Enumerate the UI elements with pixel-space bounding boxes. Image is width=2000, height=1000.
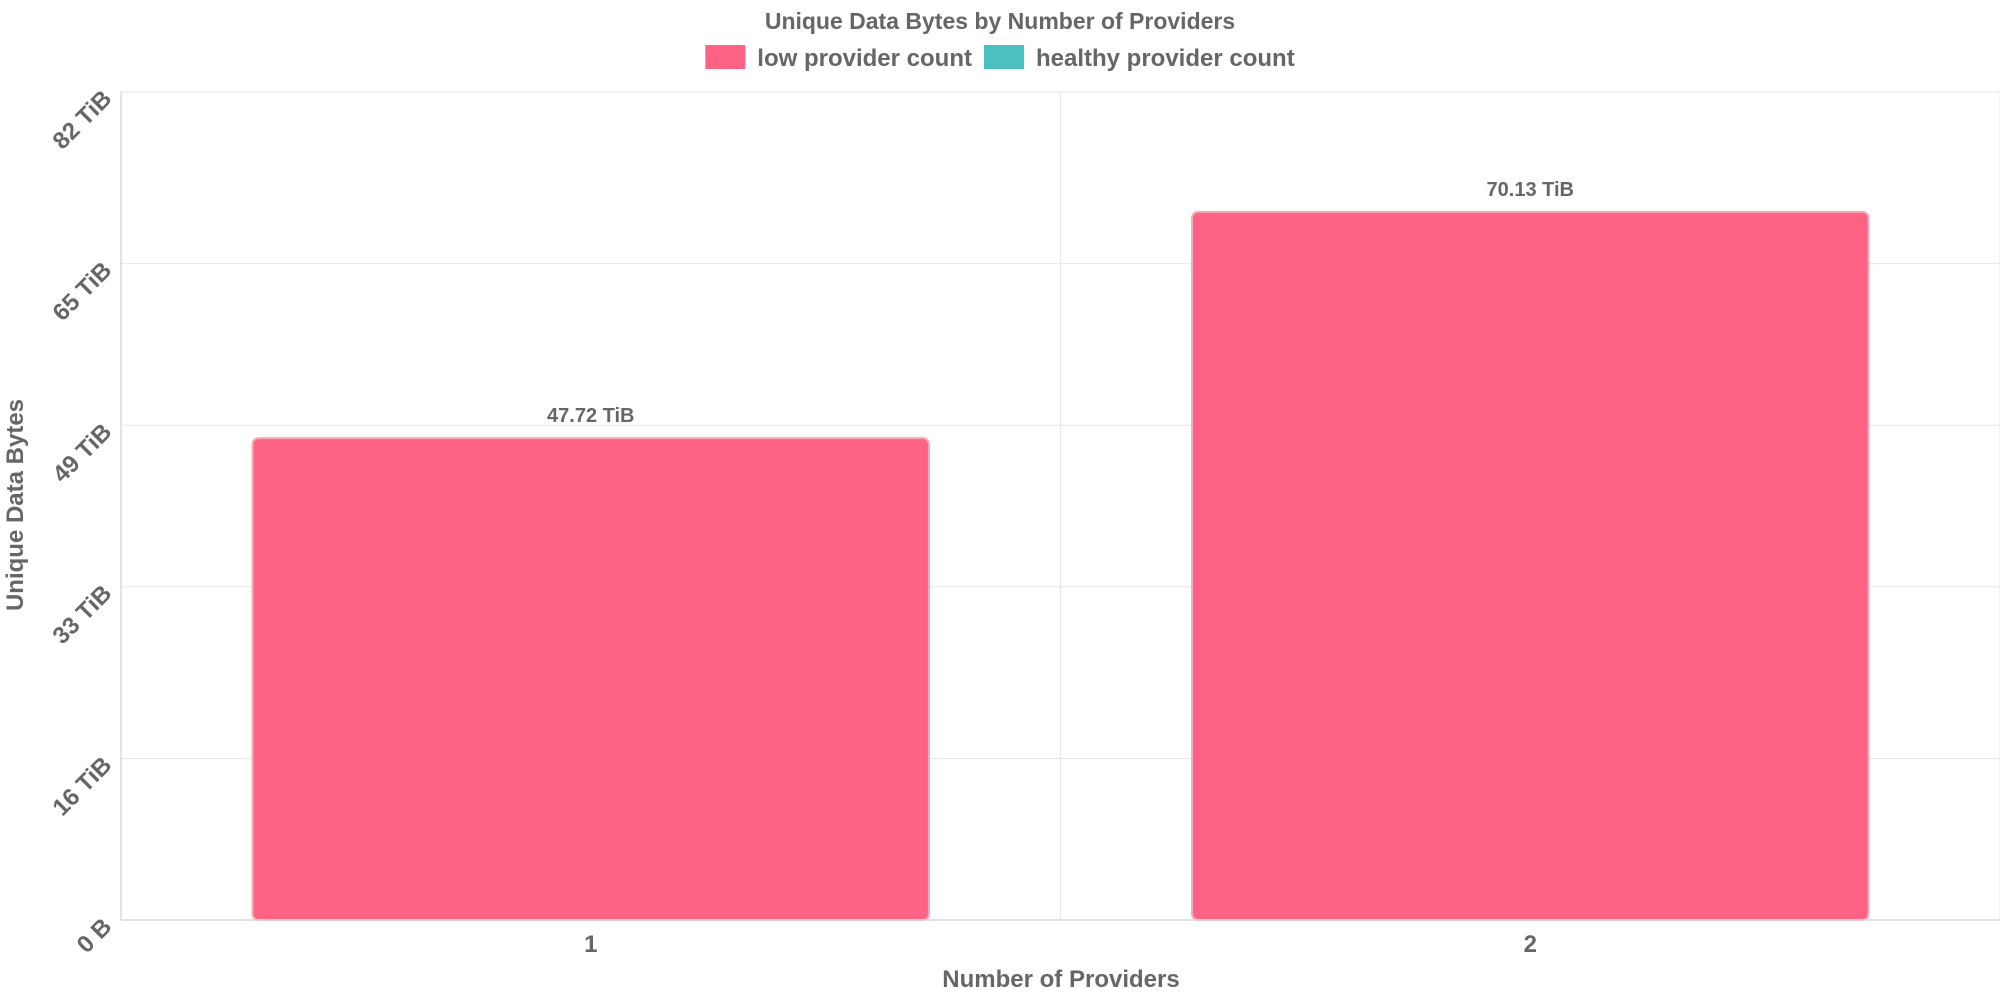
x-tick-label: 2: [1524, 931, 1537, 958]
y-tick-label: 49 TiB: [48, 418, 118, 488]
chart-title: Unique Data Bytes by Number of Providers: [765, 8, 1235, 34]
legend: low provider count healthy provider count: [705, 45, 1295, 72]
data-labels: 47.72 TiB 70.13 TiB: [547, 179, 1574, 427]
bar-2[interactable]: [1191, 210, 1870, 922]
bars: [251, 210, 1870, 922]
legend-swatch: [983, 45, 1024, 69]
y-tick-label: 0 B: [72, 913, 118, 959]
y-tick-label: 33 TiB: [48, 580, 118, 650]
legend-label: low provider count: [757, 45, 972, 72]
x-tick-label: 1: [584, 931, 597, 958]
y-tick-label: 65 TiB: [48, 257, 118, 327]
data-label-2: 70.13 TiB: [1487, 179, 1574, 201]
legend-swatch: [705, 45, 746, 69]
x-axis-title: Number of Providers: [942, 966, 1179, 993]
y-tick-label: 82 TiB: [48, 85, 118, 155]
y-tick-label: 16 TiB: [48, 752, 118, 822]
bar-1[interactable]: [251, 437, 930, 921]
legend-item[interactable]: healthy provider count: [983, 45, 1295, 72]
legend-label: healthy provider count: [1036, 45, 1295, 72]
legend-item[interactable]: low provider count: [705, 45, 972, 72]
data-label-1: 47.72 TiB: [547, 405, 634, 427]
y-axis-title: Unique Data Bytes: [2, 399, 29, 611]
